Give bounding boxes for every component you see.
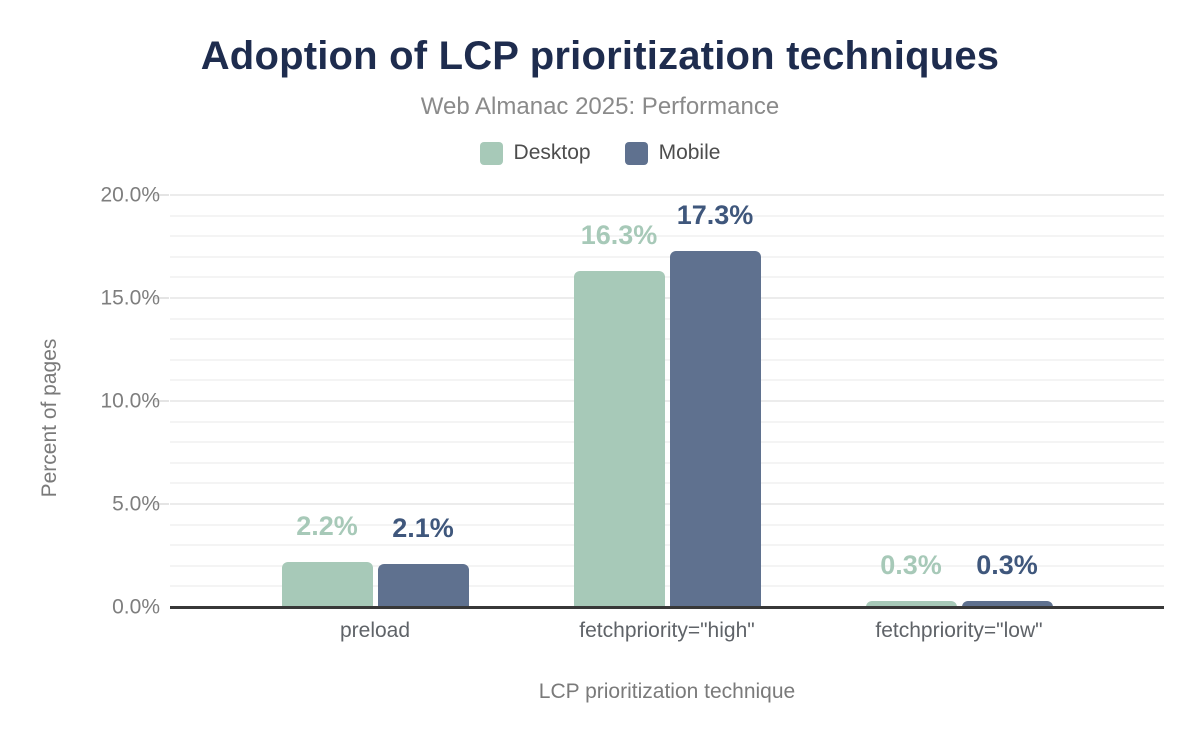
gridline — [170, 441, 1164, 444]
gridline — [170, 400, 1164, 402]
bar-desktop-3 — [865, 600, 957, 607]
bar-mobile-1 — [377, 563, 469, 607]
gridline — [170, 297, 1164, 299]
gridline — [170, 564, 1164, 567]
x-category-label-3: fetchpriority="low" — [875, 619, 1043, 642]
legend-label-mobile: Mobile — [658, 141, 721, 164]
bar-mobile-3 — [961, 600, 1053, 607]
gridline — [170, 461, 1164, 464]
bar-mobile-2 — [669, 250, 761, 607]
x-axis-line — [170, 606, 1164, 609]
gridline — [170, 338, 1164, 341]
value-label-desktop-1: 2.2% — [296, 510, 358, 541]
gridline — [170, 358, 1164, 361]
y-axis-tick — [155, 400, 169, 402]
gridline — [170, 214, 1164, 217]
gridline — [170, 523, 1164, 526]
y-axis-tick — [155, 194, 169, 196]
mobile-swatch-icon — [624, 141, 648, 165]
y-axis-tick — [155, 503, 169, 505]
gridline — [170, 503, 1164, 505]
desktop-swatch-icon — [479, 141, 503, 165]
plot-area: 0.0% 5.0% 10.0% 15.0% 20.0% 2.2% 2.1% preload 16… — [100, 185, 1164, 642]
bar-desktop-1 — [281, 561, 373, 607]
legend-item-mobile[interactable]: Mobile — [624, 141, 721, 165]
gridline — [170, 420, 1164, 423]
y-axis-tick — [155, 297, 169, 299]
y-axis-title: Percent of pages — [38, 338, 61, 498]
legend-item-desktop[interactable]: Desktop — [479, 141, 591, 165]
chart-title: Adoption of LCP prioritization technique… — [200, 34, 1000, 78]
value-label-desktop-3: 0.3% — [880, 549, 942, 580]
x-category-label-2: fetchpriority="high" — [579, 619, 755, 642]
y-tick-label: 10.0% — [100, 389, 160, 413]
gridline — [170, 482, 1164, 485]
x-category-label-1: preload — [339, 619, 411, 642]
bar-desktop-2 — [573, 271, 665, 607]
y-tick-label: 0.0% — [112, 595, 160, 619]
gridline — [170, 585, 1164, 588]
chart-subtitle: Web Almanac 2025: Performance — [420, 93, 780, 120]
gridline — [170, 235, 1164, 238]
gridline — [170, 379, 1164, 382]
gridline — [170, 255, 1164, 258]
value-label-desktop-2: 16.3% — [580, 220, 658, 251]
gridline — [170, 276, 1164, 279]
value-label-mobile-2: 17.3% — [676, 199, 754, 230]
gridline — [170, 317, 1164, 320]
value-label-mobile-3: 0.3% — [976, 549, 1038, 580]
legend: Desktop Mobile — [0, 141, 1200, 165]
value-label-mobile-1: 2.1% — [392, 512, 454, 543]
gridline — [170, 544, 1164, 547]
y-tick-label: 5.0% — [112, 492, 160, 516]
x-axis-title: LCP prioritization technique — [538, 680, 796, 703]
y-tick-label: 15.0% — [100, 286, 160, 310]
legend-label-desktop: Desktop — [513, 141, 591, 164]
gridline — [170, 194, 1164, 196]
y-tick-label: 20.0% — [100, 183, 160, 207]
